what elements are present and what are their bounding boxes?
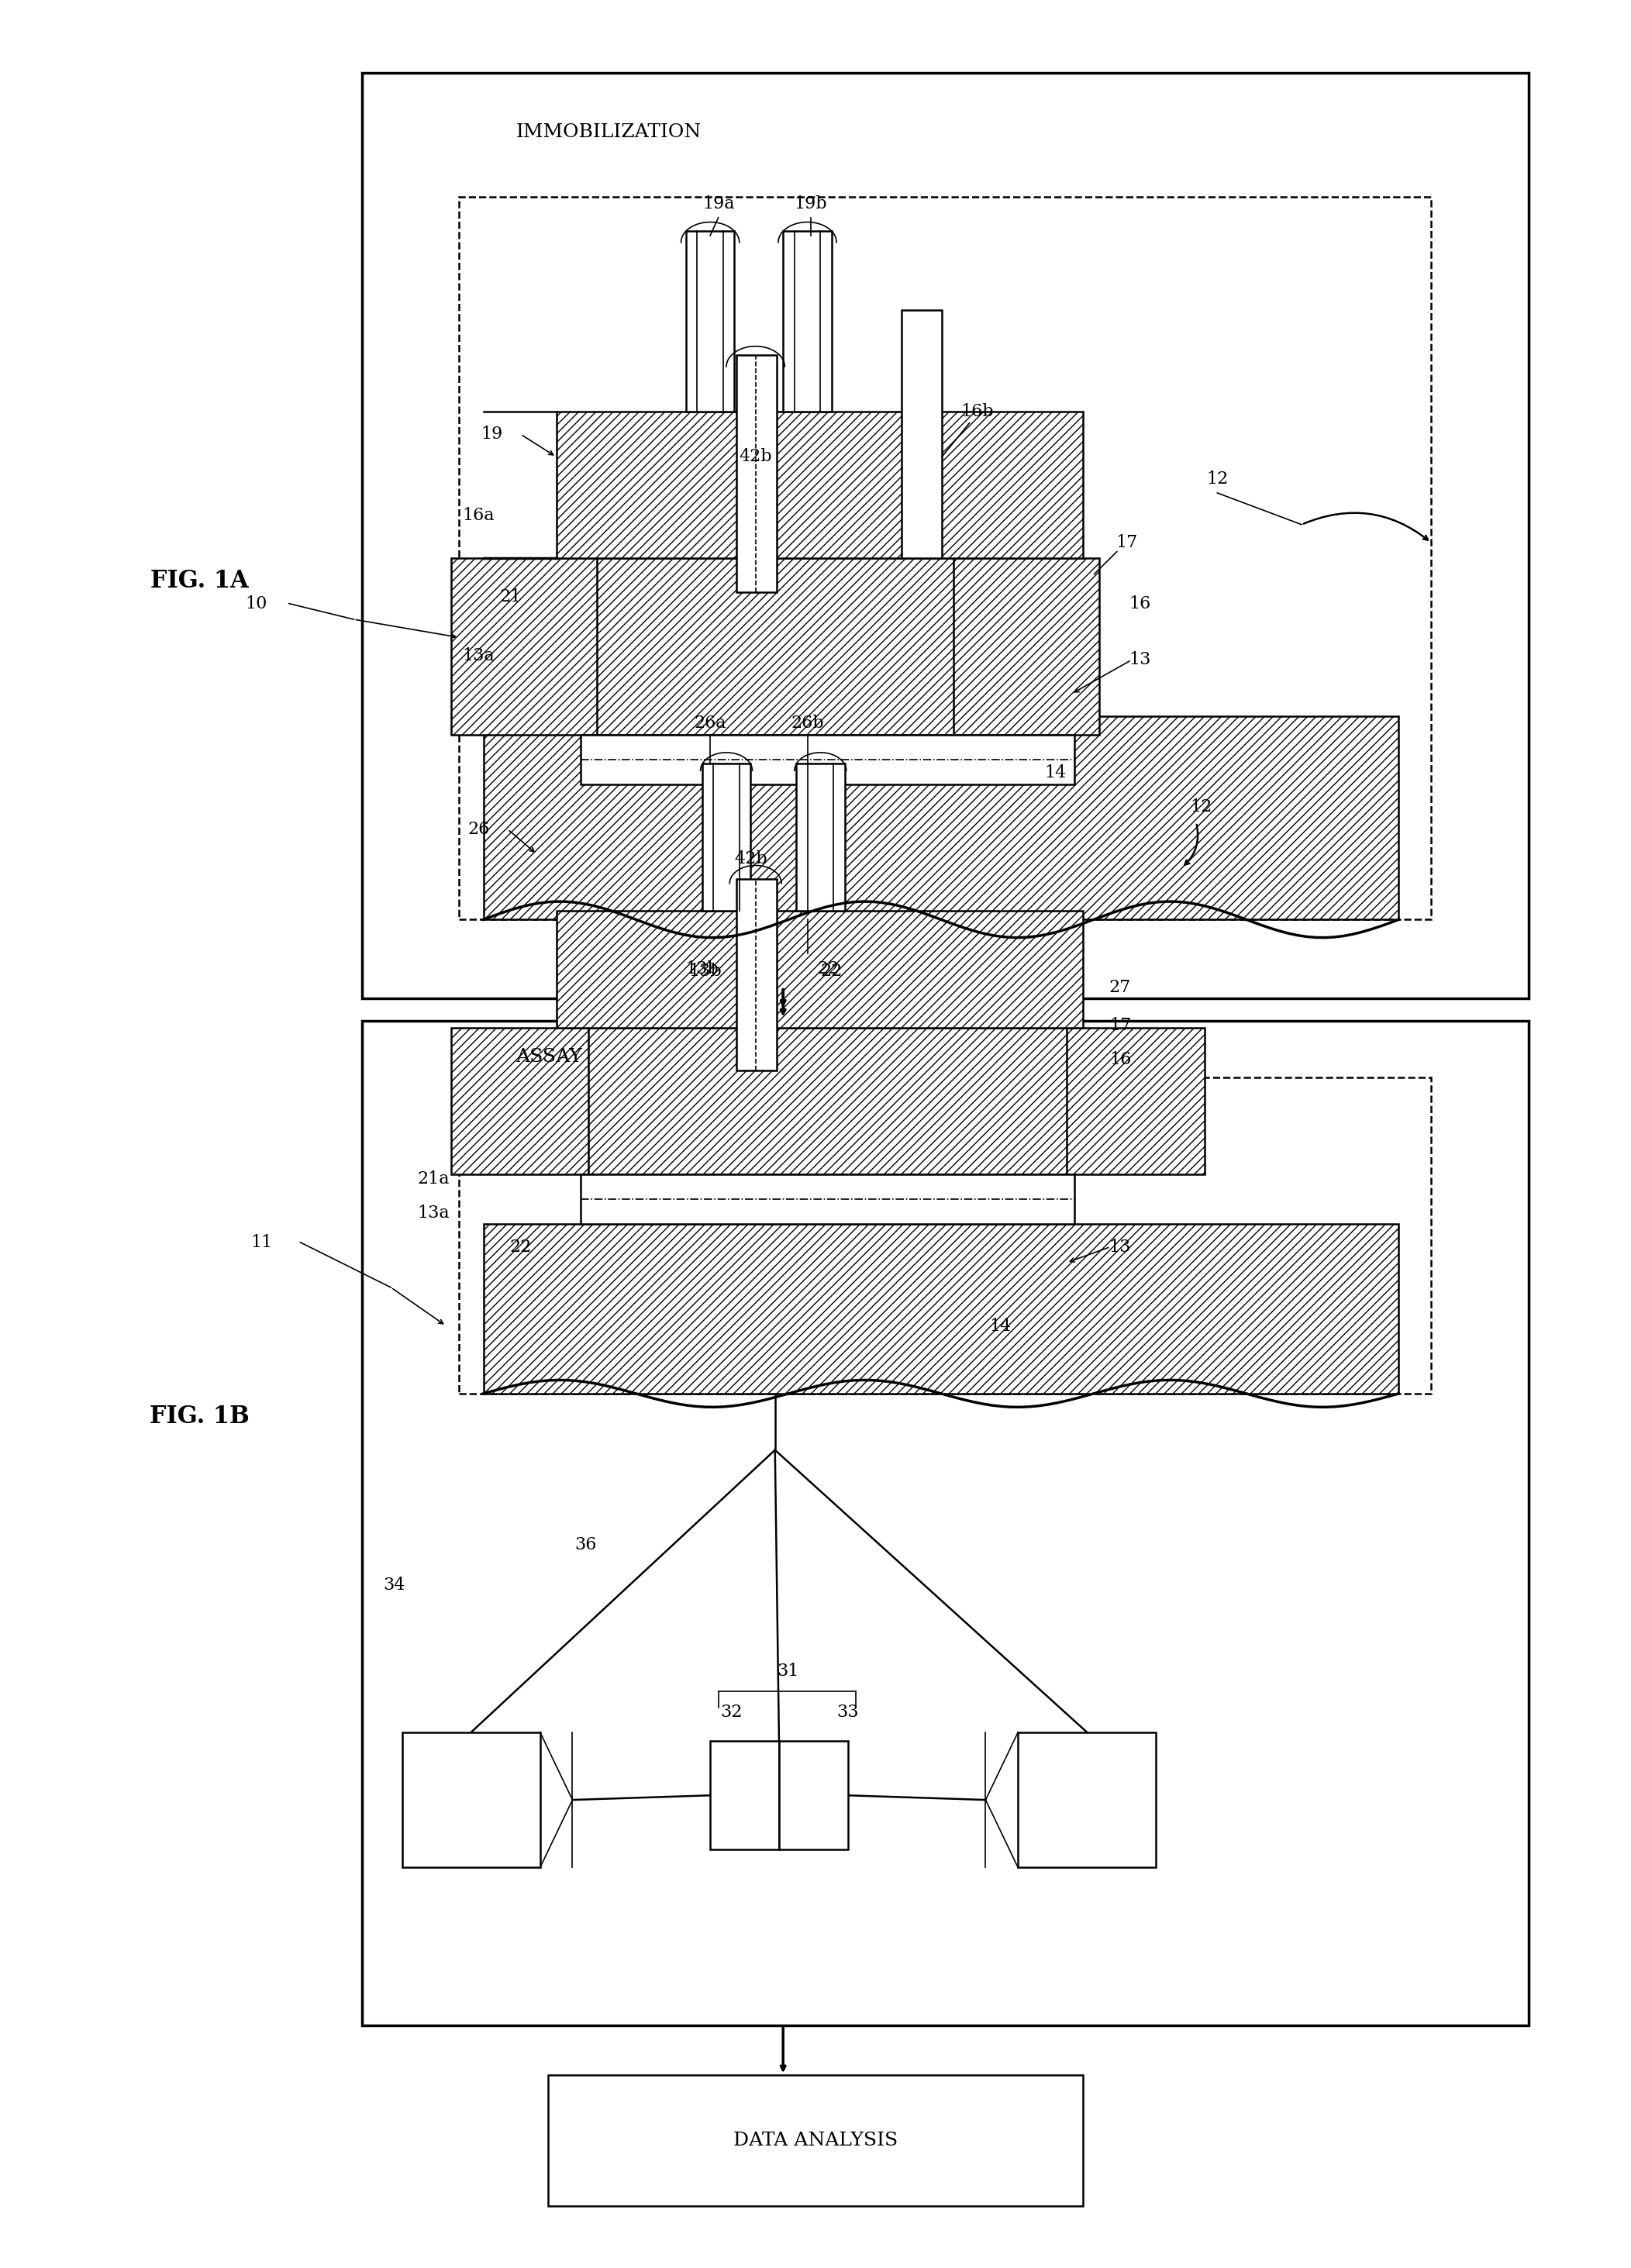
Bar — [1067, 1027, 1204, 1175]
Text: 32: 32 — [721, 1703, 742, 1721]
Text: 13a: 13a — [418, 1204, 449, 1222]
Text: 16a: 16a — [463, 508, 494, 524]
Text: 31: 31 — [776, 1662, 799, 1681]
Text: 22: 22 — [817, 962, 840, 978]
Bar — [458, 197, 1430, 919]
Text: FIG. 1A: FIG. 1A — [150, 569, 250, 592]
Text: 16: 16 — [1129, 594, 1150, 612]
Bar — [458, 1077, 1430, 1393]
Bar — [450, 558, 597, 735]
Text: 26b: 26b — [791, 714, 824, 733]
Bar — [780, 1742, 848, 1848]
Text: 36: 36 — [574, 1535, 597, 1554]
Text: 42b: 42b — [739, 449, 771, 465]
Text: 11: 11 — [251, 1234, 272, 1252]
Text: 19a: 19a — [703, 195, 734, 213]
Text: 13: 13 — [1109, 1238, 1132, 1256]
Bar — [736, 880, 776, 1070]
Bar — [581, 735, 1075, 785]
Text: 12: 12 — [1207, 472, 1228, 488]
Text: IMMOBILIZATION: IMMOBILIZATION — [515, 122, 701, 141]
Text: 27: 27 — [1109, 980, 1130, 996]
Bar — [362, 73, 1528, 998]
Text: 21a: 21a — [418, 1170, 449, 1188]
Bar — [581, 1027, 1075, 1175]
Text: 14: 14 — [1044, 764, 1067, 782]
Text: 17: 17 — [1109, 1016, 1130, 1034]
Text: 13b: 13b — [688, 964, 723, 980]
Text: 14: 14 — [990, 1318, 1011, 1334]
Text: 21: 21 — [501, 587, 522, 606]
Bar — [709, 1742, 780, 1848]
Text: ASSAY: ASSAY — [515, 1048, 582, 1066]
Bar — [687, 231, 734, 413]
Text: 26: 26 — [468, 821, 489, 837]
Bar — [783, 231, 832, 413]
Text: 19: 19 — [481, 426, 502, 442]
Bar — [581, 1175, 1075, 1225]
Bar — [736, 356, 776, 592]
Text: 13a: 13a — [462, 646, 494, 665]
Text: 22: 22 — [820, 964, 843, 980]
Text: 13: 13 — [1129, 651, 1150, 669]
Bar — [1018, 1733, 1156, 1867]
Bar — [548, 2075, 1083, 2207]
Text: FIG. 1B: FIG. 1B — [150, 1404, 250, 1429]
Bar — [556, 413, 1083, 558]
Bar — [953, 558, 1099, 735]
Text: 34: 34 — [383, 1576, 404, 1594]
Text: 16b: 16b — [961, 404, 993, 420]
Text: 22: 22 — [509, 1238, 532, 1256]
Bar — [483, 717, 1399, 919]
Bar — [403, 1733, 540, 1867]
Bar — [556, 909, 1083, 1027]
Bar — [902, 311, 941, 558]
Text: 42b: 42b — [734, 850, 767, 866]
Text: 16: 16 — [1109, 1050, 1130, 1068]
Text: 12: 12 — [1191, 798, 1212, 814]
Text: 19b: 19b — [794, 195, 827, 213]
Text: 17: 17 — [1116, 533, 1137, 551]
Text: 13b: 13b — [685, 962, 719, 978]
Text: 26a: 26a — [695, 714, 726, 733]
Text: 33: 33 — [837, 1703, 860, 1721]
Bar — [483, 1225, 1399, 1393]
Bar — [362, 1021, 1528, 2025]
Text: DATA ANALYSIS: DATA ANALYSIS — [734, 2132, 897, 2150]
Bar — [796, 764, 845, 909]
Bar — [701, 764, 750, 909]
Text: 10: 10 — [246, 594, 267, 612]
Bar — [581, 558, 1075, 735]
Bar — [450, 1027, 589, 1175]
